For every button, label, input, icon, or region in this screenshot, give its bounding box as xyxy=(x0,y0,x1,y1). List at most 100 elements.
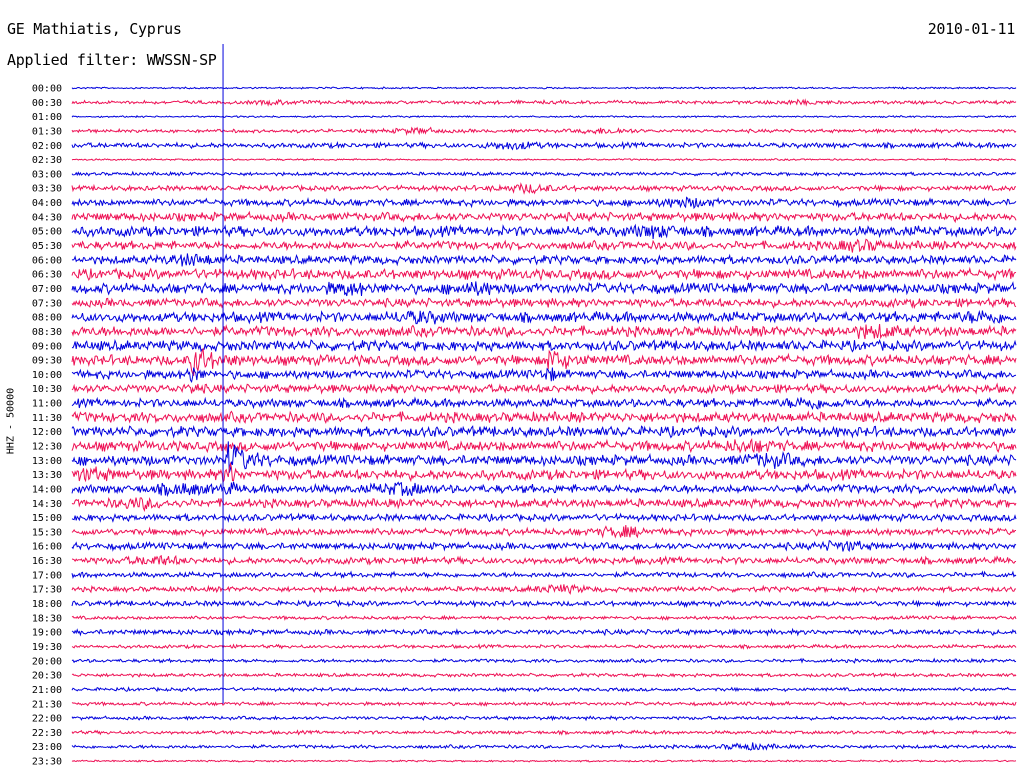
row-time-label: 08:00 xyxy=(32,313,62,324)
row-time-label: 09:00 xyxy=(32,341,62,352)
trace-row-1200 xyxy=(71,424,1017,439)
row-time-label: 04:00 xyxy=(32,198,62,209)
trace-row-2100 xyxy=(71,686,1017,693)
row-time-label: 17:30 xyxy=(32,585,62,596)
trace-row-1700 xyxy=(71,570,1017,580)
trace-row-0830 xyxy=(71,323,1017,340)
row-time-label: 12:30 xyxy=(32,442,62,453)
trace-row-2130 xyxy=(71,700,1017,707)
row-time-label: 15:00 xyxy=(32,513,62,524)
trace-row-1030 xyxy=(71,382,1017,396)
row-time-label: 18:30 xyxy=(32,613,62,624)
row-time-label: 19:00 xyxy=(32,628,62,639)
trace-row-0100 xyxy=(71,114,1017,119)
trace-group xyxy=(71,86,1017,763)
row-time-label: 12:00 xyxy=(32,427,62,438)
row-time-label: 20:30 xyxy=(32,671,62,682)
row-time-label: 21:30 xyxy=(32,699,62,710)
station-title: GE Mathiatis, Cyprus xyxy=(7,20,182,38)
trace-row-1630 xyxy=(71,554,1017,566)
filter-label: Applied filter: WWSSN-SP xyxy=(7,51,217,69)
date-label: 2010-01-11 xyxy=(927,20,1016,38)
trace-row-0330 xyxy=(71,182,1016,195)
trace-row-1730 xyxy=(71,583,1017,595)
row-time-label: 16:30 xyxy=(32,556,62,567)
trace-row-0600 xyxy=(71,253,1017,267)
trace-row-1900 xyxy=(71,627,1017,637)
row-time-label: 04:30 xyxy=(32,212,62,223)
row-time-label: 07:00 xyxy=(32,284,62,295)
trace-row-2300 xyxy=(71,742,1017,751)
trace-row-0230 xyxy=(71,157,1017,162)
row-time-label: 05:30 xyxy=(32,241,62,252)
row-time-label: 22:00 xyxy=(32,714,62,725)
row-time-label: 10:30 xyxy=(32,384,62,395)
trace-row-2030 xyxy=(71,672,1017,679)
row-time-label: 19:30 xyxy=(32,642,62,653)
row-time-label: 05:00 xyxy=(32,227,62,238)
trace-row-1000 xyxy=(71,367,1017,384)
trace-row-0700 xyxy=(71,281,1017,297)
trace-row-0400 xyxy=(71,196,1017,210)
row-time-label: 17:00 xyxy=(32,570,62,581)
row-time-label: 03:30 xyxy=(32,184,62,195)
trace-row-0530 xyxy=(71,238,1017,253)
row-time-label: 23:00 xyxy=(32,742,62,753)
row-time-label: 18:00 xyxy=(32,599,62,610)
row-time-label: 21:00 xyxy=(32,685,62,696)
row-time-label: 06:00 xyxy=(32,255,62,266)
row-time-label: 02:00 xyxy=(32,141,62,152)
trace-row-1430 xyxy=(71,497,1017,513)
row-time-label: 16:00 xyxy=(32,542,62,553)
trace-row-1800 xyxy=(71,599,1017,609)
row-time-label: 08:30 xyxy=(32,327,62,338)
trace-row-0000 xyxy=(71,86,1017,90)
trace-row-1930 xyxy=(71,643,1017,650)
trace-row-2200 xyxy=(71,714,1017,722)
trace-row-1400 xyxy=(71,481,1017,498)
trace-row-1100 xyxy=(71,396,1017,410)
row-time-label: 20:00 xyxy=(32,656,62,667)
trace-row-0500 xyxy=(71,223,1017,239)
trace-row-0930 xyxy=(71,347,1017,377)
row-time-label: 06:30 xyxy=(32,270,62,281)
trace-row-1130 xyxy=(71,410,1017,425)
trace-row-1230 xyxy=(71,437,1017,454)
row-time-label: 13:30 xyxy=(32,470,62,481)
trace-row-1500 xyxy=(71,512,1017,523)
row-time-label: 14:00 xyxy=(32,484,62,495)
trace-row-1330 xyxy=(71,461,1017,484)
row-time-label: 15:30 xyxy=(32,527,62,538)
row-time-label: 00:00 xyxy=(32,84,62,95)
row-time-label: 00:30 xyxy=(32,98,62,109)
trace-row-2000 xyxy=(71,657,1017,664)
trace-row-0300 xyxy=(71,170,1017,177)
row-time-label: 01:00 xyxy=(32,112,62,123)
trace-row-0900 xyxy=(71,338,1017,353)
trace-row-0030 xyxy=(71,98,1017,107)
row-time-label: 02:30 xyxy=(32,155,62,166)
trace-row-2230 xyxy=(71,729,1017,736)
tick-label-group: 00:00 00:30 01:00 01:30 02:00 02:30 03:00 03:30… xyxy=(32,84,62,768)
trace-row-1830 xyxy=(71,614,1017,621)
row-time-label: 07:30 xyxy=(32,298,62,309)
row-time-label: 11:00 xyxy=(32,399,62,410)
row-time-label: 10:00 xyxy=(32,370,62,381)
trace-row-0430 xyxy=(71,210,1017,224)
trace-row-2330 xyxy=(71,759,1017,763)
row-time-label: 13:00 xyxy=(32,456,62,467)
row-time-label: 22:30 xyxy=(32,728,62,739)
row-time-label: 01:30 xyxy=(32,126,62,137)
row-time-label: 03:00 xyxy=(32,169,62,180)
row-time-label: 14:30 xyxy=(32,499,62,510)
trace-row-0800 xyxy=(71,309,1017,325)
trace-row-0730 xyxy=(71,296,1017,310)
trace-row-0630 xyxy=(71,266,1017,282)
trace-row-0200 xyxy=(71,140,1017,151)
row-time-label: 23:30 xyxy=(32,757,62,768)
trace-row-0130 xyxy=(71,126,1017,137)
trace-row-1600 xyxy=(71,539,1017,553)
row-time-label: 11:30 xyxy=(32,413,62,424)
row-time-label: 09:30 xyxy=(32,356,62,367)
